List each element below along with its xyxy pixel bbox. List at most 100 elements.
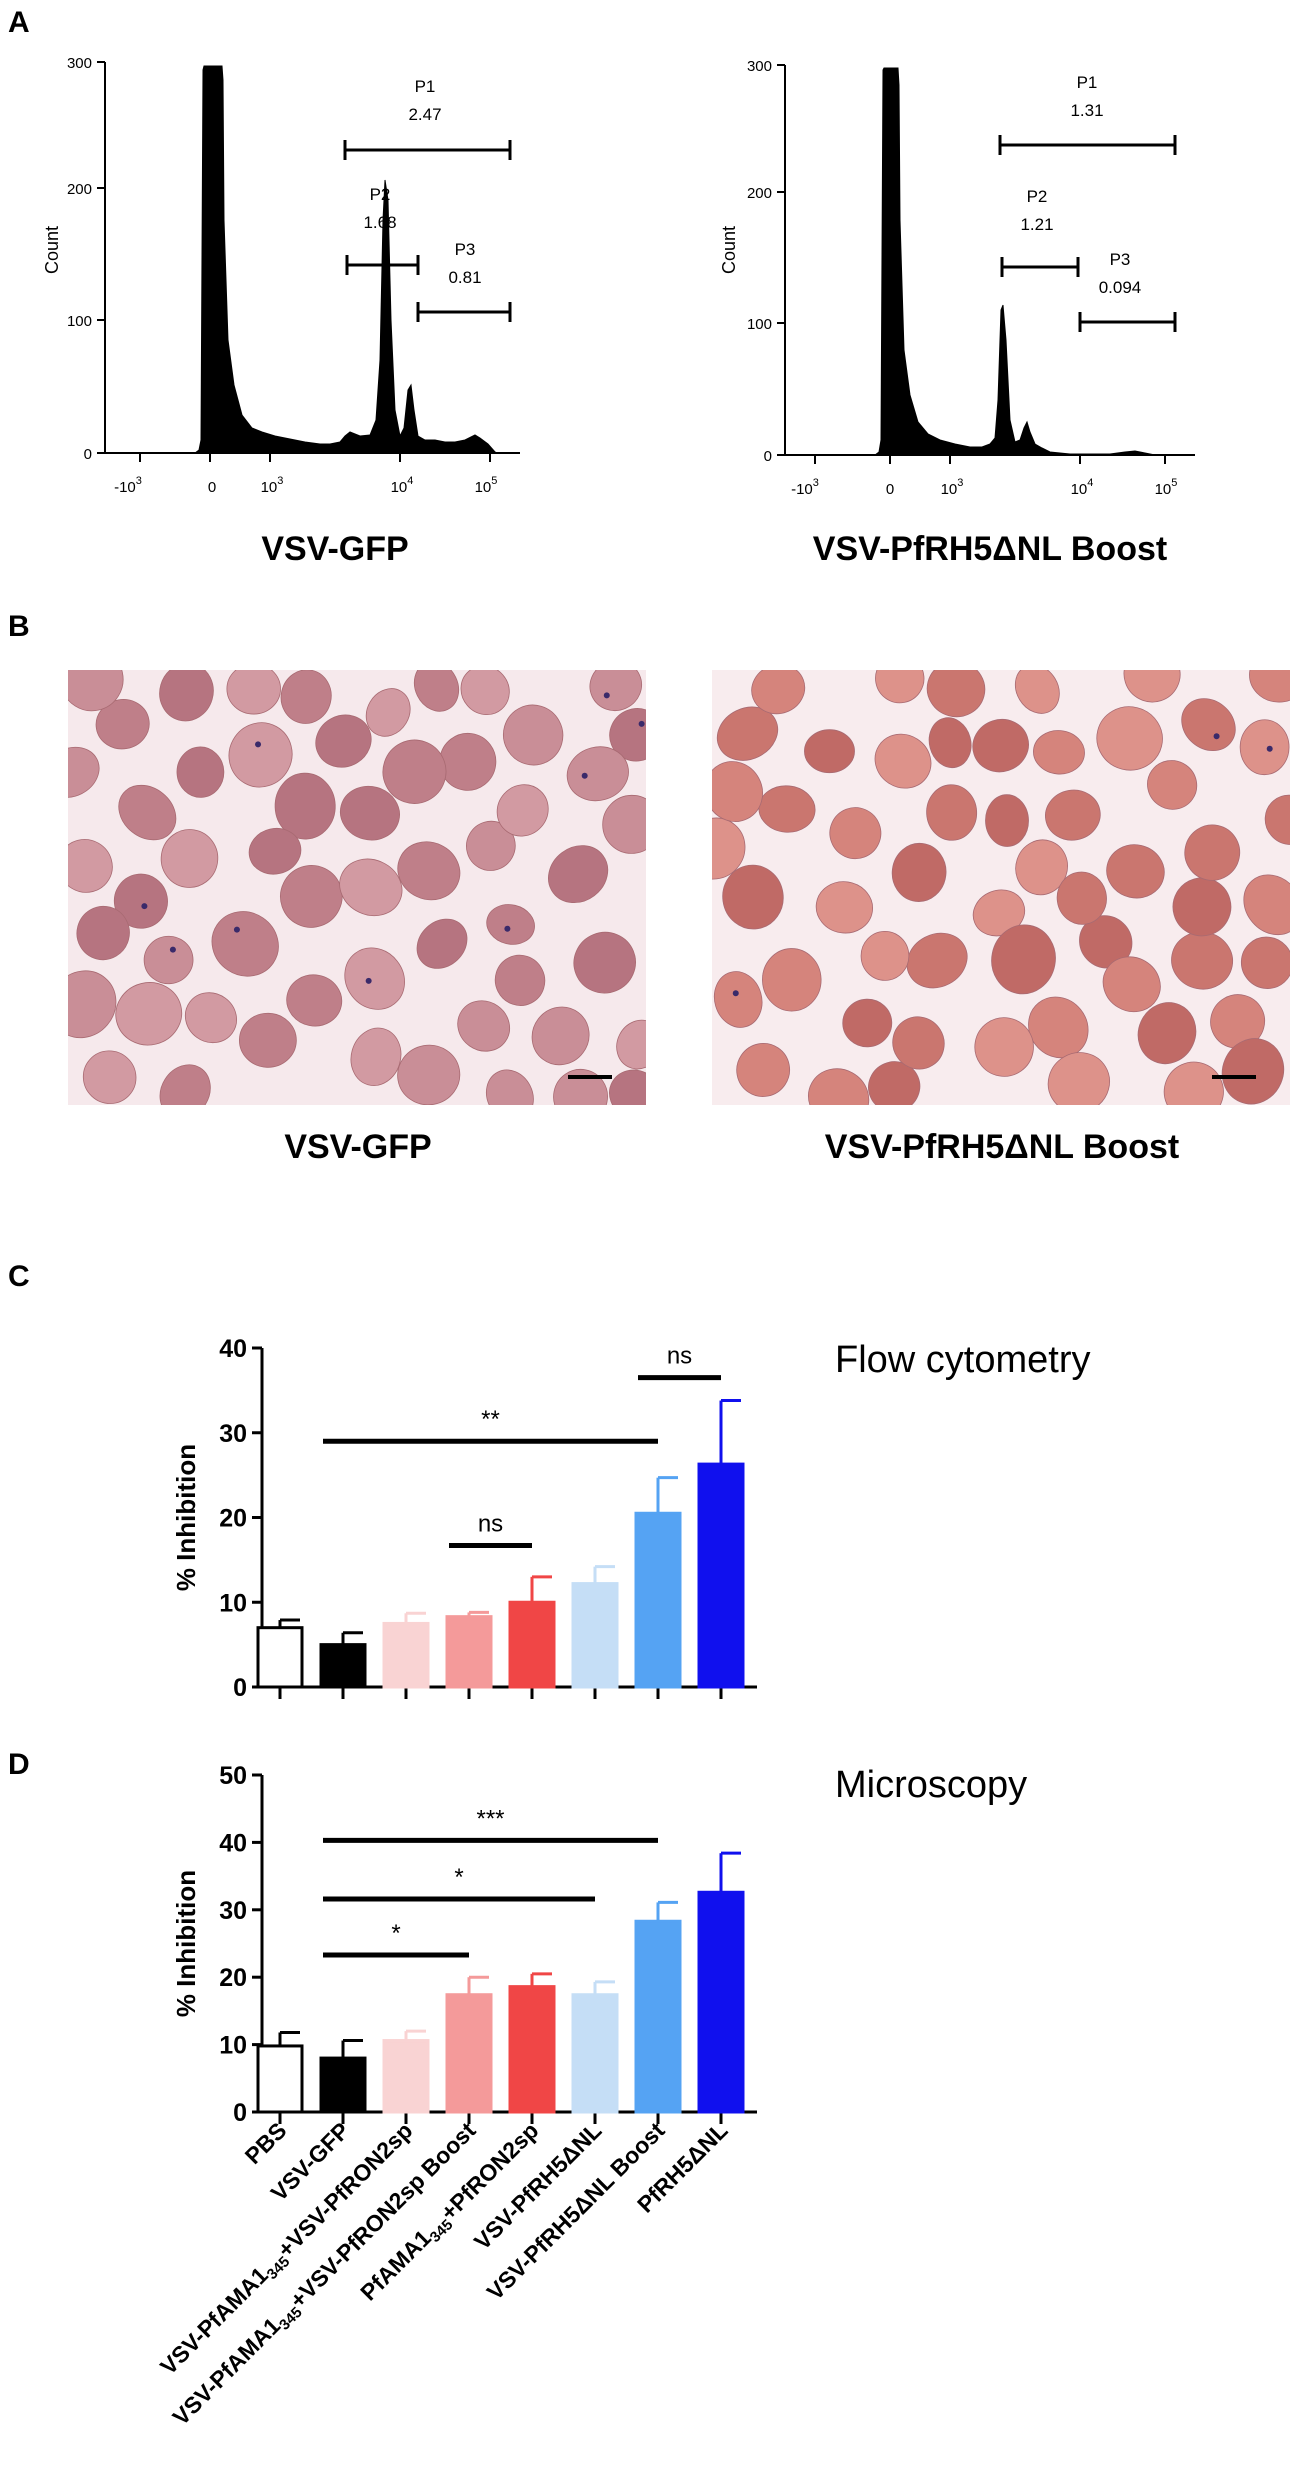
x-tick-label: 0	[886, 481, 894, 498]
y-tick-label: 300	[67, 55, 92, 72]
red-blood-cell	[1239, 719, 1290, 776]
gate-value: 0.094	[1099, 278, 1142, 297]
red-blood-cell	[68, 670, 124, 712]
red-blood-cell	[553, 1068, 608, 1105]
red-blood-cell	[339, 858, 403, 917]
red-blood-cell	[344, 947, 405, 1010]
gate-name: P3	[455, 240, 476, 259]
red-blood-cell	[118, 784, 177, 841]
red-blood-cell	[274, 772, 336, 840]
y-tick-label: 20	[219, 1505, 247, 1533]
histogram-caption: VSV-GFP	[261, 530, 408, 568]
red-blood-cell	[95, 699, 150, 750]
y-tick-label: 10	[219, 1589, 247, 1617]
red-blood-cell	[184, 992, 237, 1044]
x-tick-label: 105	[475, 475, 498, 496]
gate-value: 1.68	[363, 213, 396, 232]
significance-label: *	[391, 1920, 400, 1947]
bar	[571, 1993, 619, 2114]
parasite	[732, 990, 739, 997]
panel-letter-d: D	[8, 1748, 30, 1781]
red-blood-cell	[115, 982, 183, 1046]
y-tick-label: 30	[219, 1420, 247, 1448]
red-blood-cell	[972, 718, 1029, 773]
red-blood-cell	[68, 746, 100, 798]
parasite	[603, 692, 610, 699]
red-blood-cell	[1014, 670, 1060, 714]
gate-value: 0.81	[448, 268, 481, 287]
red-blood-cell	[160, 829, 219, 888]
red-blood-cell	[226, 670, 281, 715]
y-tick-label: 40	[219, 1829, 247, 1857]
x-tick-label: 104	[391, 475, 414, 496]
bar	[445, 1615, 493, 1689]
x-tick-label: -103	[114, 475, 142, 496]
red-blood-cell	[397, 841, 461, 901]
red-blood-cell	[1106, 844, 1165, 899]
panel-letter-a: A	[8, 6, 30, 39]
bar	[697, 1890, 745, 2114]
red-blood-cell	[248, 827, 302, 875]
red-blood-cell	[1221, 1038, 1285, 1105]
red-blood-cell	[716, 706, 779, 761]
bar	[256, 1626, 304, 1689]
red-blood-cell	[712, 761, 763, 822]
red-blood-cell	[1123, 670, 1181, 703]
y-tick-label: 200	[747, 185, 772, 202]
gate-name: P3	[1110, 250, 1131, 269]
parasite	[365, 977, 372, 984]
red-blood-cell	[280, 865, 343, 928]
red-blood-cell	[1096, 706, 1163, 771]
red-blood-cell	[503, 704, 564, 766]
parasite	[638, 720, 645, 727]
y-tick-label: 0	[233, 1674, 247, 1702]
red-blood-cell	[860, 930, 910, 981]
y-axis-label: Count	[42, 226, 62, 274]
parasite	[1266, 745, 1273, 752]
chart-title: Microscopy	[835, 1764, 1027, 1806]
red-blood-cell	[280, 670, 332, 724]
y-axis-label: Count	[719, 226, 739, 274]
y-axis: 300 200 100 0	[747, 58, 786, 465]
bar-chart-flow-cytometry: Flow cytometry % Inhibition 0 10 20 30 40 ** ns n…	[171, 1335, 1090, 1702]
red-blood-cell	[616, 1019, 646, 1070]
significance-label: ns	[478, 1510, 503, 1537]
red-blood-cell	[1033, 730, 1085, 775]
red-blood-cell	[1045, 789, 1101, 841]
gate-p2: P2 1.21	[1000, 187, 1080, 277]
parasite	[169, 946, 176, 953]
bar	[319, 2056, 367, 2114]
red-blood-cell	[1243, 874, 1290, 936]
y-tick-label: 50	[219, 1762, 247, 1790]
histogram-caption: VSV-PfRH5ΔNL Boost	[813, 530, 1167, 568]
micrograph-vsv-gfp	[68, 670, 646, 1105]
red-blood-cell	[1137, 1002, 1197, 1065]
gate-value: 1.31	[1070, 101, 1103, 120]
red-blood-cell	[494, 954, 546, 1006]
red-blood-cell	[985, 794, 1029, 847]
red-blood-cell	[874, 733, 932, 789]
red-blood-cell	[339, 785, 400, 841]
bar	[382, 2039, 430, 2114]
red-blood-cell	[829, 807, 882, 860]
red-blood-cell	[712, 817, 746, 880]
histogram-distribution	[873, 67, 1156, 456]
micrograph-vsv-pfrh5-boost	[712, 670, 1290, 1105]
flow-histogram-vsv-gfp: Count 300 200 100 0 -103 0 103 104 105 P…	[42, 55, 520, 568]
y-tick-label: 300	[747, 58, 772, 75]
red-blood-cell	[1240, 936, 1290, 989]
red-blood-cell	[566, 746, 629, 802]
red-blood-cell	[143, 935, 194, 985]
gate-name: P1	[1077, 73, 1098, 92]
bar	[508, 1600, 556, 1689]
red-blood-cell	[1102, 956, 1161, 1013]
y-tick-label: 0	[84, 446, 92, 463]
x-tick-label: 105	[1155, 477, 1178, 498]
red-blood-cell	[397, 1044, 461, 1105]
red-blood-cell	[315, 714, 372, 768]
red-blood-cell	[485, 1069, 534, 1105]
red-blood-cell	[159, 1064, 211, 1105]
red-blood-cell	[1249, 670, 1290, 703]
y-axis-label: % Inhibition	[171, 1870, 201, 2017]
gate-p2: P2 1.68	[345, 185, 420, 275]
